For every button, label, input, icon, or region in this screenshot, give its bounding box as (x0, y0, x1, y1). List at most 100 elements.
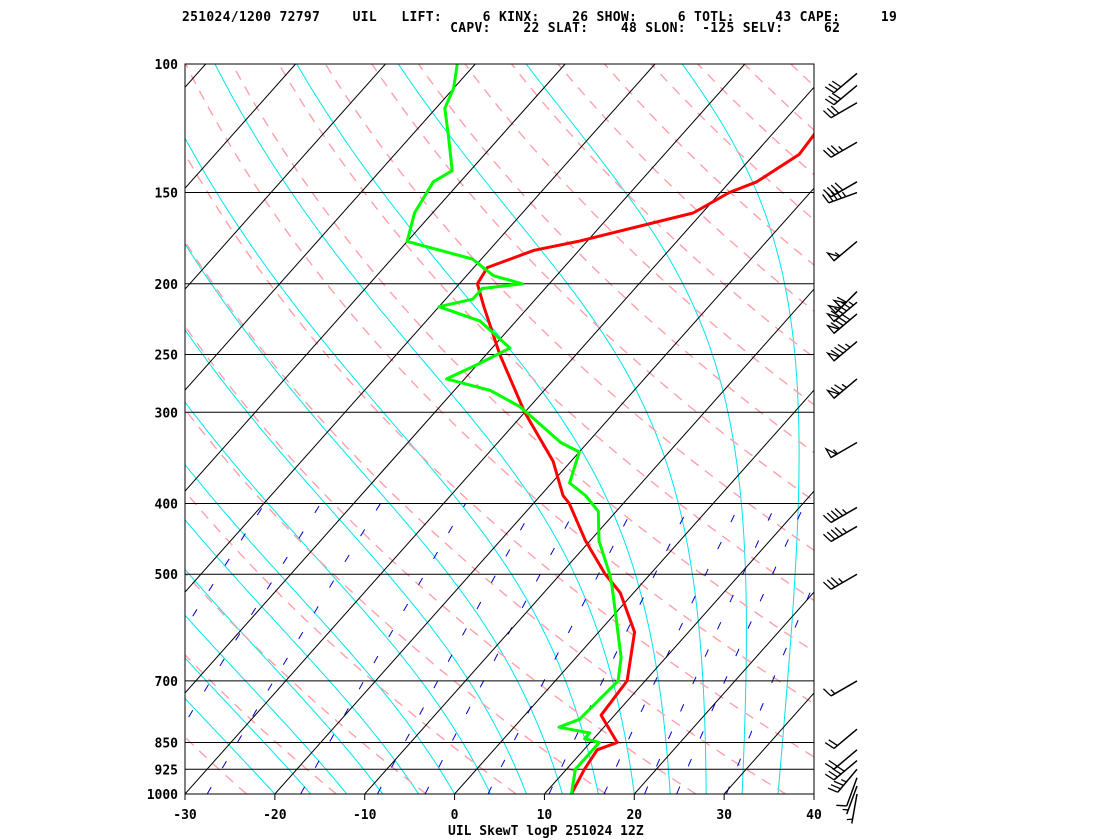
barb-full (826, 107, 836, 116)
pressure-label: 100 (155, 58, 179, 73)
pressure-label: 925 (155, 763, 178, 778)
barb-staff (830, 141, 858, 158)
barb-full (826, 186, 836, 196)
barb-full (826, 512, 836, 521)
barb-full (830, 322, 841, 329)
barb-full (834, 508, 844, 517)
dry-adiabat-line (837, 64, 1120, 794)
wind-barb (842, 785, 858, 815)
mixing-ratio-line (206, 503, 381, 794)
moist-adiabat-line (185, 697, 276, 794)
isotherm-line (813, 793, 814, 794)
temperature-label: 40 (806, 808, 822, 823)
dewpoint-line (405, 64, 623, 794)
barb-full (834, 189, 843, 199)
moist-adiabat-line (525, 64, 747, 794)
barb-staff (830, 525, 858, 543)
barb-half (846, 818, 853, 821)
barb-full (830, 577, 840, 586)
barb-half (842, 527, 848, 533)
wind-barb (836, 777, 858, 807)
header-line-2: CAPV: 22 SLAT: 48 SLON: -125 SELV: 62 (182, 21, 841, 36)
barb-staff (851, 793, 858, 824)
wind-barb (825, 301, 858, 323)
isotherm-line (185, 64, 476, 391)
temperature-label: 30 (716, 808, 732, 823)
wind-barb (825, 240, 858, 262)
pressure-label: 150 (155, 187, 179, 202)
temperature-label: 10 (537, 808, 553, 823)
barb-half (842, 508, 848, 514)
barb-half (848, 301, 854, 306)
barb-flag (825, 324, 841, 335)
mixing-ratio-line (603, 503, 741, 794)
barb-half (841, 383, 848, 389)
wind-barb (822, 573, 858, 590)
barb-full (824, 98, 835, 106)
isotherms (0, 64, 814, 794)
isotherm-line (274, 187, 814, 794)
barb-full (831, 92, 842, 100)
barb-full (822, 189, 832, 198)
moist-adiabat-line (185, 463, 456, 794)
dry-adiabat-line (510, 64, 814, 359)
barb-staff (830, 573, 858, 590)
wind-barb (822, 102, 858, 119)
isotherm-line (185, 86, 814, 794)
wind-barbs (822, 72, 858, 824)
temperature-label: -20 (263, 808, 287, 823)
barb-full (822, 688, 832, 697)
pressure-label: 850 (155, 736, 179, 751)
barb-full (830, 784, 841, 790)
barb-flag (824, 447, 839, 459)
mixing-ratio-line (644, 503, 777, 794)
wind-barb (846, 793, 858, 824)
dry-adiabat-line (278, 64, 814, 602)
wind-barb (822, 680, 858, 697)
barb-flag (825, 251, 841, 262)
barb-full (824, 762, 835, 770)
barb-full (830, 184, 840, 193)
dry-adiabat-line (464, 64, 814, 406)
temperature-label: 20 (626, 808, 642, 823)
barb-staff (830, 680, 858, 697)
moist-adiabat-line (185, 329, 527, 794)
dry-adiabat-line (697, 64, 814, 176)
barb-flag (825, 312, 841, 323)
dry-adiabat-line (185, 325, 697, 794)
barb-full (828, 83, 838, 91)
profile-lines (405, 64, 814, 794)
pressure-label: 300 (155, 406, 179, 421)
barb-full (833, 780, 844, 786)
wind-barb (824, 749, 858, 770)
wind-barb (824, 84, 858, 106)
isotherm-line (0, 64, 116, 794)
moist-adiabat-line (185, 657, 312, 794)
barb-full (822, 194, 830, 204)
isotherm-line (544, 490, 814, 794)
barb-staff (833, 84, 858, 106)
barb-full (822, 533, 832, 542)
dry-adiabat-line (650, 64, 814, 221)
barb-full (828, 739, 838, 747)
mixing-ratio-line (487, 503, 636, 794)
dry-adiabat-line (231, 64, 814, 653)
barb-full (824, 742, 835, 749)
pressure-label: 400 (155, 498, 179, 513)
barb-half (845, 343, 851, 348)
dry-adiabat-line (604, 64, 814, 266)
barb-full (834, 307, 844, 315)
barb-full (822, 149, 832, 158)
pressure-label: 1000 (147, 788, 178, 803)
barb-full (834, 384, 844, 392)
barb-staff (846, 777, 858, 807)
dry-adiabat-line (743, 64, 814, 131)
moist-adiabat-line (185, 137, 599, 794)
barb-full (836, 804, 847, 807)
barb-staff (830, 102, 858, 119)
wind-barb (827, 768, 858, 793)
barb-full (822, 110, 832, 119)
barb-staff (833, 72, 858, 94)
barb-full (828, 95, 838, 103)
barb-full (834, 527, 844, 536)
